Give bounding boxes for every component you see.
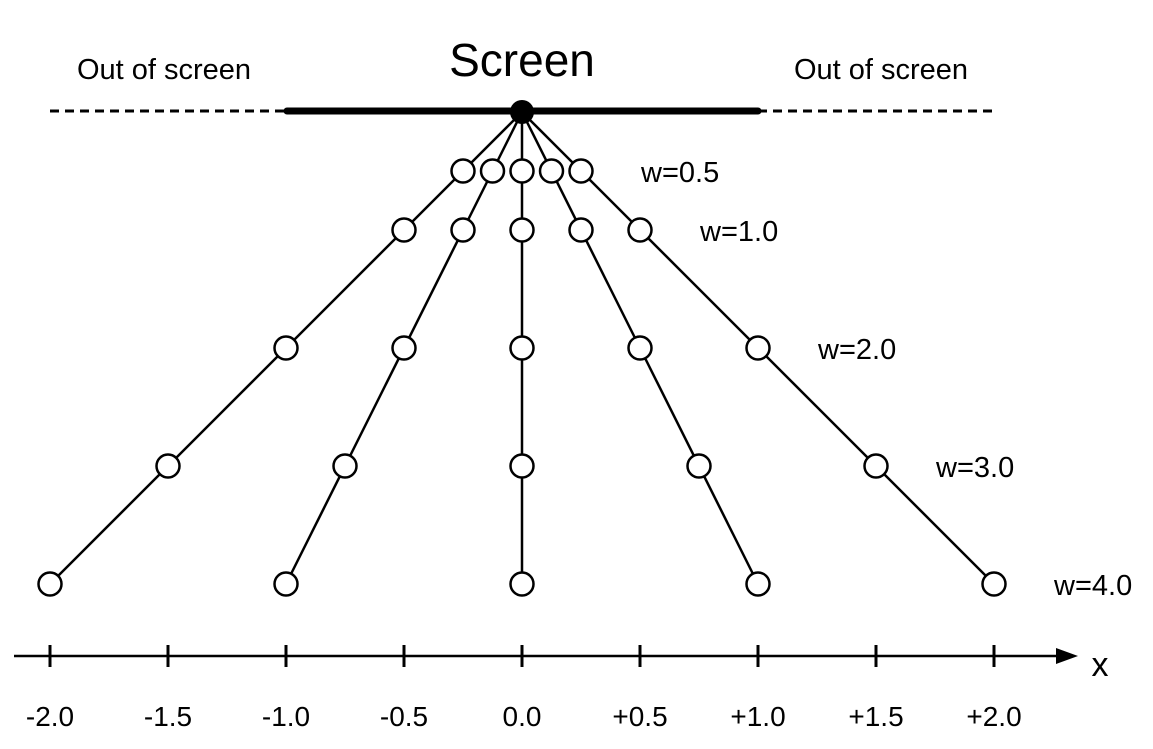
sample-point [981,571,1007,597]
sample-point [450,217,476,243]
x-tick-label: -1.0 [262,701,310,732]
sample-point [627,217,653,243]
sample-point [745,571,771,597]
sample-point [568,158,594,184]
x-axis-arrowhead [1056,648,1078,664]
sample-point [273,571,299,597]
w-level-label: w=0.5 [640,157,719,189]
sample-point [155,453,181,479]
sample-point [273,335,299,361]
apex-point [510,100,534,124]
sample-point [391,217,417,243]
w-level-label: w=4.0 [1053,570,1132,602]
x-tick-label: -0.5 [380,701,428,732]
out-of-screen-left-label: Out of screen [77,54,251,86]
w-level-label: w=2.0 [817,334,896,366]
sample-point [391,335,417,361]
sample-point [509,453,535,479]
sample-point [745,335,771,361]
sample-point [509,158,535,184]
sample-point [627,335,653,361]
screen-label: Screen [449,34,595,86]
x-tick-label: +2.0 [966,701,1021,732]
sample-point [863,453,889,479]
x-tick-label: -1.5 [144,701,192,732]
x-tick-label: -2.0 [26,701,74,732]
x-tick-label: +0.5 [612,701,667,732]
sample-point [509,217,535,243]
w-labels-group: w=0.5 w=1.0 w=2.0 w=3.0 w=4.0 [640,157,1132,602]
x-tick-label: +1.5 [848,701,903,732]
x-axis-name: x [1092,646,1109,684]
sample-point [332,453,358,479]
sample-point [509,571,535,597]
x-ticks-group: -2.0 -1.5 -1.0 -0.5 0.0 +0.5 +1.0 +1.5 +2.0 [26,645,1022,732]
sample-point [479,158,506,184]
sample-point [538,158,565,184]
sample-point [509,335,535,361]
sample-point [450,158,476,184]
sample-point [686,453,712,479]
sample-point [37,571,63,597]
markers-group [37,158,1007,597]
w-level-label: w=1.0 [699,216,778,248]
x-tick-label: 0.0 [503,701,542,732]
x-tick-label: +1.0 [730,701,785,732]
w-level-label: w=3.0 [935,452,1014,484]
sample-point [568,217,594,243]
out-of-screen-right-label: Out of screen [794,54,968,86]
